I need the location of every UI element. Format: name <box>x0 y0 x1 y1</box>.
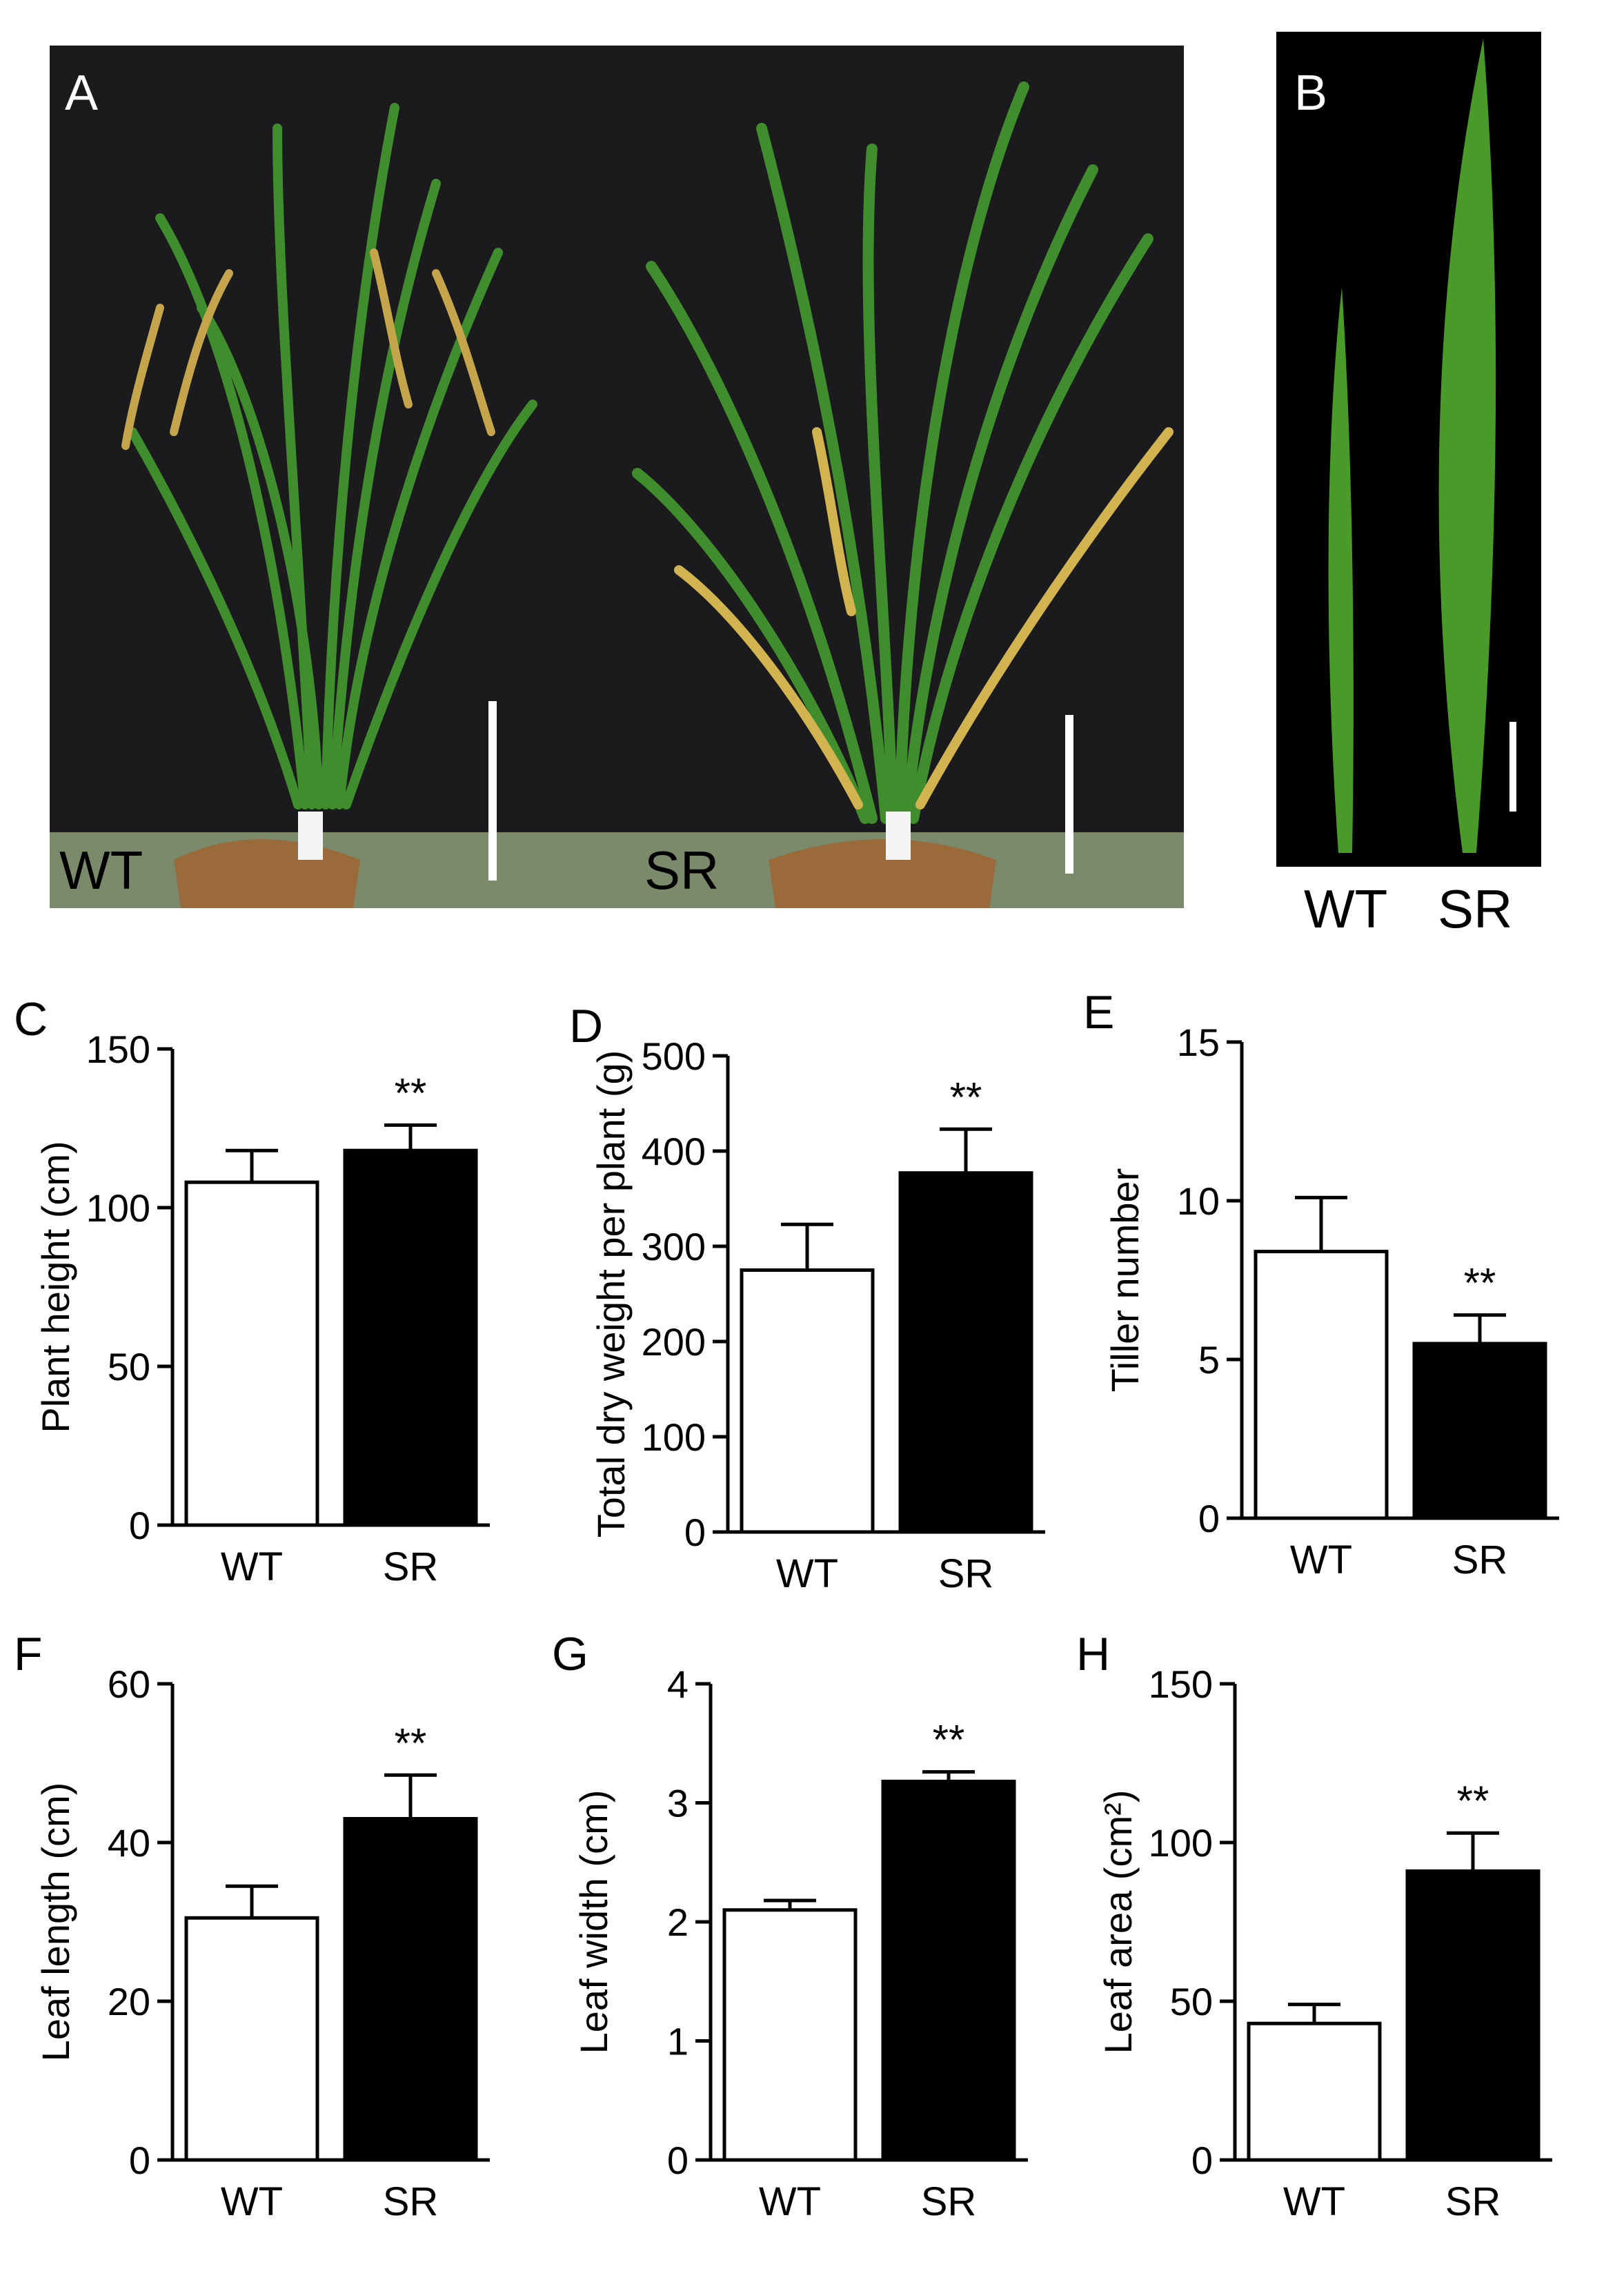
sr-plant-illustration <box>610 46 1184 908</box>
chart-d-y-axis-label: Total dry weight per plant (g) <box>589 1050 633 1538</box>
chart-h-significance-mark: ** <box>1457 1778 1489 1824</box>
wt-plant-illustration <box>50 46 610 908</box>
chart-g-bar-wt <box>722 1908 858 2162</box>
chart-c-bar-wt <box>184 1180 319 1527</box>
chart-f-x-tick-label: SR <box>383 2179 439 2224</box>
chart-e-y-tick-label: 15 <box>1177 1021 1220 1064</box>
chart-d-y-tick-label: 200 <box>642 1320 706 1364</box>
leaf-label-wt: WT <box>1304 878 1388 939</box>
chart-c-x-tick-label: SR <box>383 1544 439 1589</box>
chart-f-y-tick-label: 0 <box>129 2139 150 2182</box>
chart-h-y-tick-label: 100 <box>1149 1821 1213 1865</box>
chart-e-y-tick-label: 0 <box>1198 1497 1220 1540</box>
chart-c-y-tick-label: 150 <box>86 1028 150 1071</box>
chart-f-significance-mark: ** <box>395 1720 427 1766</box>
chart-g-y-tick-label: 1 <box>667 2020 689 2063</box>
chart-f-y-tick-label: 60 <box>108 1662 150 1706</box>
chart-e-panel-letter: E <box>1083 986 1114 1039</box>
chart-e-y-axis-label: Tiller number <box>1103 1168 1147 1393</box>
chart-f-bar-wt <box>184 1916 319 2162</box>
chart-g-y-tick-label: 4 <box>667 1662 689 1706</box>
chart-c-y-tick-label: 100 <box>86 1186 150 1230</box>
sr-leaf <box>1438 39 1496 853</box>
chart-c-y-axis-label: Plant height (cm) <box>34 1141 77 1433</box>
chart-h-bar-sr <box>1405 1869 1541 2162</box>
chart-f-x-tick-label: WT <box>221 2179 283 2224</box>
chart-f-bar-sr <box>343 1817 478 2162</box>
panel-letter-a: A <box>65 66 99 121</box>
chart-g-y-tick-label: 0 <box>667 2139 689 2182</box>
chart-c-bar-sr <box>343 1148 478 1527</box>
chart-d-bar-wt <box>740 1268 875 1534</box>
chart-f-y-axis-label: Leaf length (cm) <box>34 1782 77 2062</box>
chart-c-y-tick-label: 50 <box>108 1345 150 1388</box>
chart-d-x-tick-label: SR <box>938 1551 994 1596</box>
chart-c-y-tick-label: 0 <box>129 1504 150 1547</box>
chart-c-panel-letter: C <box>14 993 48 1045</box>
chart-c-x-tick-label: WT <box>221 1544 283 1589</box>
chart-d-y-tick-label: 400 <box>642 1130 706 1173</box>
chart-d-y-tick-label: 0 <box>684 1511 706 1554</box>
chart-h-x-tick-label: WT <box>1283 2179 1345 2224</box>
photo-leaves: B <box>1276 32 1541 867</box>
wt-leaf <box>1328 287 1354 853</box>
chart-g-x-tick-label: WT <box>759 2179 821 2224</box>
leaf-label-sr: SR <box>1438 878 1513 939</box>
chart-f-panel-letter: F <box>14 1628 43 1680</box>
chart-d-bar-sr <box>898 1171 1033 1534</box>
chart-e-bar-wt <box>1254 1250 1389 1520</box>
chart-g-y-tick-label: 2 <box>667 1900 689 1944</box>
chart-g-panel-letter: G <box>552 1628 588 1680</box>
photo-wt-plant: A WT <box>50 46 610 908</box>
chart-g-y-axis-label: Leaf width (cm) <box>572 1790 615 2054</box>
chart-e-significance-mark: ** <box>1464 1260 1496 1306</box>
chart-d-y-tick-label: 300 <box>642 1225 706 1268</box>
chart-h-bar-wt <box>1247 2021 1382 2162</box>
chart-d-y-tick-label: 100 <box>642 1415 706 1459</box>
chart-d-significance-mark: ** <box>950 1074 982 1120</box>
chart-d-x-tick-label: WT <box>776 1551 838 1596</box>
chart-h-x-tick-label: SR <box>1445 2179 1501 2224</box>
panel-letter-b: B <box>1294 66 1328 121</box>
chart-e-bar-sr <box>1412 1342 1547 1520</box>
photo-sr-plant: SR <box>610 46 1184 908</box>
chart-e-y-tick-label: 10 <box>1177 1179 1220 1223</box>
chart-c-significance-mark: ** <box>395 1070 427 1116</box>
chart-h-y-axis-label: Leaf area (cm²) <box>1096 1790 1140 2054</box>
chart-f-y-tick-label: 40 <box>108 1821 150 1865</box>
chart-g-significance-mark: ** <box>933 1717 965 1763</box>
wt-photo-label: WT <box>59 840 143 901</box>
chart-h-y-tick-label: 50 <box>1170 1980 1213 2023</box>
leaves-illustration <box>1276 32 1541 867</box>
chart-h-y-tick-label: 0 <box>1191 2139 1213 2182</box>
chart-g-bar-sr <box>881 1779 1016 2162</box>
chart-f-y-tick-label: 20 <box>108 1980 150 2023</box>
chart-d-panel-letter: D <box>569 1000 603 1052</box>
chart-e-x-tick-label: WT <box>1290 1538 1352 1582</box>
chart-h-panel-letter: H <box>1076 1628 1110 1680</box>
chart-e-y-tick-label: 5 <box>1198 1338 1220 1382</box>
sr-photo-label: SR <box>644 840 720 901</box>
chart-d-y-tick-label: 500 <box>642 1034 706 1078</box>
chart-g-x-tick-label: SR <box>921 2179 977 2224</box>
chart-e-x-tick-label: SR <box>1452 1538 1508 1582</box>
chart-h-y-tick-label: 150 <box>1149 1662 1213 1706</box>
chart-g-y-tick-label: 3 <box>667 1782 689 1825</box>
